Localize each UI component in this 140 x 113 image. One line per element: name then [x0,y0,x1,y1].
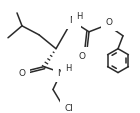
Text: O: O [106,18,113,27]
Text: N: N [58,68,64,77]
Text: O: O [79,52,86,61]
Text: H: H [65,64,71,72]
Text: H: H [76,12,82,21]
Text: O: O [18,68,25,77]
Text: Cl: Cl [65,103,74,112]
Text: N: N [70,16,76,25]
